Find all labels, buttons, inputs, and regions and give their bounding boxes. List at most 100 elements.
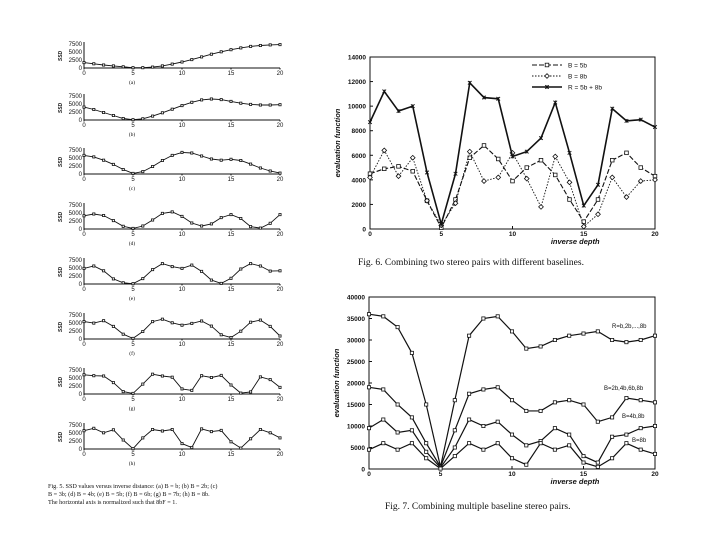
data-point (219, 216, 223, 220)
y-axis-label: SSD (58, 376, 64, 387)
x-tick-label: 0 (82, 71, 86, 77)
legend-label: R = 5b + 8b (568, 85, 602, 92)
y-tick-label: 14000 (348, 55, 366, 62)
data-point (151, 164, 155, 168)
data-point (151, 427, 155, 431)
data-point (581, 460, 586, 465)
panel-label: (c) (129, 185, 135, 192)
legend-marker (544, 73, 550, 79)
series-b-2b-4b-6b-8b (366, 385, 658, 469)
y-tick-label: 15000 (347, 402, 365, 409)
data-point (131, 391, 135, 395)
data-point (566, 179, 573, 186)
data-point (581, 331, 586, 336)
data-point (653, 333, 658, 338)
x-tick-label: 0 (82, 452, 86, 458)
data-point (111, 428, 115, 432)
data-point (180, 323, 184, 327)
data-point (538, 344, 543, 349)
data-point (131, 66, 135, 70)
data-point (595, 329, 600, 334)
data-point (92, 374, 96, 378)
y-tick-label: 0 (79, 447, 83, 453)
data-point (102, 63, 106, 67)
data-point (141, 436, 145, 440)
data-point (595, 464, 600, 469)
data-point (219, 158, 223, 162)
data-point (170, 107, 174, 111)
x-tick-label: 5 (439, 471, 443, 478)
x-tick-label: 10 (179, 342, 186, 348)
data-point (395, 173, 402, 180)
x-tick-label: 20 (277, 452, 284, 458)
data-point (452, 200, 459, 207)
y-axis-label: SSD (58, 102, 64, 113)
data-point (424, 441, 429, 446)
data-point (278, 43, 282, 47)
data-point (151, 218, 155, 222)
data-point (381, 147, 388, 154)
data-point (495, 441, 500, 446)
x-tick-label: 5 (131, 397, 135, 403)
data-point (170, 321, 174, 325)
data-point (249, 162, 253, 166)
data-point (382, 89, 387, 94)
data-point (467, 80, 472, 85)
data-point (229, 383, 233, 387)
data-point (141, 117, 145, 121)
data-point (239, 267, 243, 271)
data-point (258, 166, 262, 170)
data-point (609, 174, 616, 181)
x-axis-label: inverse depth (551, 237, 600, 246)
data-point (610, 106, 615, 111)
x-tick-label: 10 (179, 177, 186, 183)
data-point (278, 213, 282, 217)
data-point (170, 375, 174, 379)
data-point (258, 375, 262, 379)
data-point (381, 387, 386, 392)
data-point (200, 374, 204, 378)
data-point (111, 114, 115, 118)
x-tick-label: 20 (277, 287, 284, 293)
data-point (92, 264, 96, 268)
data-point (160, 374, 164, 378)
data-point (180, 387, 184, 391)
data-point (278, 103, 282, 107)
data-point (229, 157, 233, 161)
data-point (467, 391, 472, 396)
data-point (151, 65, 155, 69)
data-point (160, 262, 164, 266)
data-point (409, 428, 414, 433)
data-point (638, 426, 643, 431)
data-point (538, 203, 544, 210)
x-axis-label: inverse depth (551, 477, 600, 486)
x-tick-label: 5 (131, 452, 135, 458)
data-point (467, 155, 472, 160)
data-point (367, 174, 373, 181)
data-point (141, 329, 145, 333)
y-tick-label: 5000 (69, 266, 83, 272)
x-tick-label: 10 (179, 452, 186, 458)
data-point (141, 170, 145, 174)
data-point (249, 225, 253, 229)
data-point (229, 213, 233, 217)
data-point (268, 378, 272, 382)
data-point (524, 408, 529, 413)
y-tick-label: 2500 (69, 329, 83, 335)
y-axis-label: SSD (58, 266, 64, 277)
fig5-caption: Fig. 5. SSD values versus inverse distan… (48, 483, 318, 508)
data-point (121, 438, 125, 442)
x-tick-label: 15 (228, 123, 235, 129)
x-tick-label: 10 (179, 123, 186, 129)
data-point (82, 429, 86, 433)
data-point (496, 96, 501, 101)
data-point (82, 105, 86, 109)
data-point (239, 216, 243, 220)
data-point (190, 151, 194, 155)
data-point (567, 150, 572, 155)
data-point (552, 447, 557, 452)
data-point (92, 321, 96, 325)
data-point (524, 462, 529, 467)
y-axis-label: SSD (58, 156, 64, 167)
data-point (623, 194, 630, 200)
